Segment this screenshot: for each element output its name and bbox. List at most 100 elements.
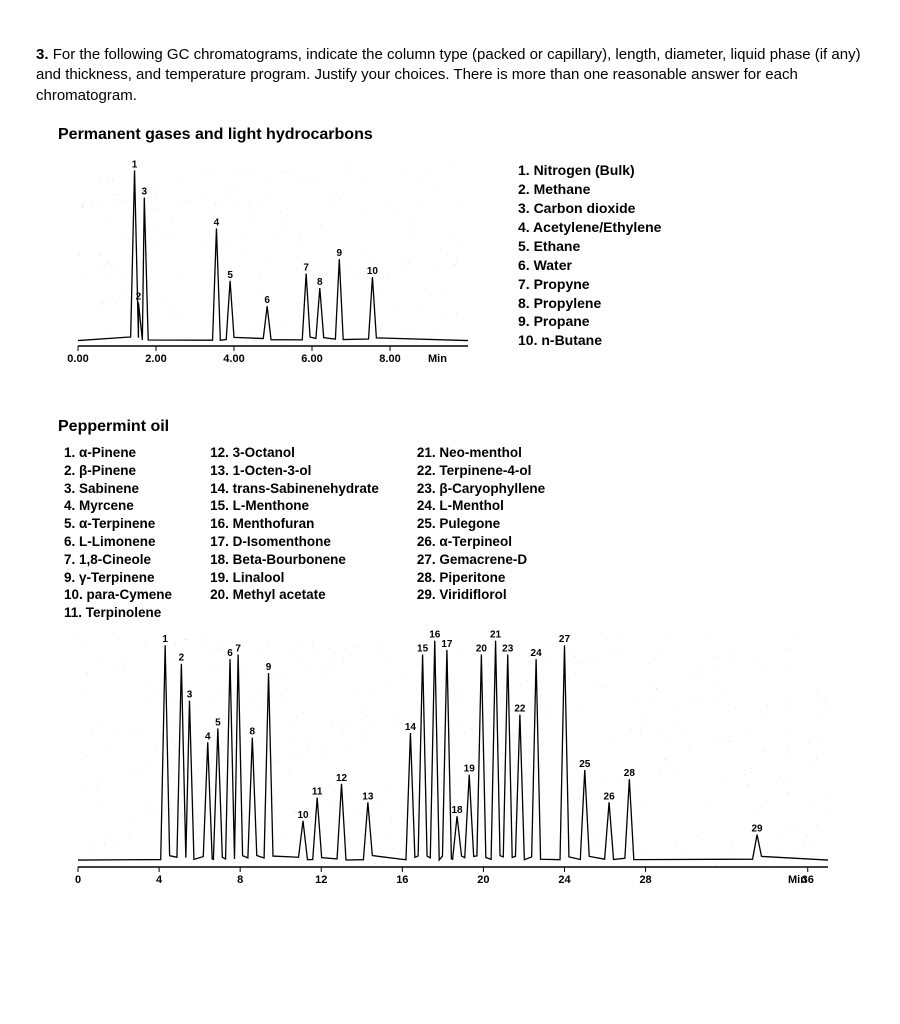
svg-text:24: 24 xyxy=(558,874,571,886)
svg-text:8: 8 xyxy=(317,277,323,288)
chrom2-block: 048121620242836Min1234567891011121314151… xyxy=(58,622,864,897)
legend-item: 5. Ethane xyxy=(518,237,661,256)
legend-item: 4. Myrcene xyxy=(64,497,172,515)
legend-item: 6. Water xyxy=(518,256,661,275)
svg-text:26: 26 xyxy=(604,791,616,802)
svg-text:3: 3 xyxy=(187,690,193,701)
legend-item: 7. Propyne xyxy=(518,275,661,294)
legend-item: 11. Terpinolene xyxy=(64,604,172,622)
legend-item: 16. Menthofuran xyxy=(210,515,379,533)
svg-text:18: 18 xyxy=(451,805,463,816)
legend-item: 22. Terpinene-4-ol xyxy=(417,462,545,480)
legend-item: 3. Carbon dioxide xyxy=(518,199,661,218)
chrom1-block: 0.002.004.006.008.00Min12345678910 1. Ni… xyxy=(58,151,864,376)
legend-item: 25. Pulegone xyxy=(417,515,545,533)
legend-item: 27. Gemacrene-D xyxy=(417,551,545,569)
svg-text:6: 6 xyxy=(264,296,270,307)
svg-text:12: 12 xyxy=(315,874,327,886)
svg-text:23: 23 xyxy=(502,644,514,655)
chrom2-title: Peppermint oil xyxy=(58,416,864,438)
legend-item: 29. Viridiflorol xyxy=(417,586,545,604)
legend-item: 28. Piperitone xyxy=(417,569,545,587)
legend-item: 21. Neo-menthol xyxy=(417,444,545,462)
legend-item: 12. 3-Octanol xyxy=(210,444,379,462)
question-text: 3. For the following GC chromatograms, i… xyxy=(36,45,864,106)
legend-item: 18. Beta-Bourbonene xyxy=(210,551,379,569)
svg-text:17: 17 xyxy=(441,639,453,650)
legend-column: 12. 3-Octanol13. 1-Octen-3-ol14. trans-S… xyxy=(210,444,379,622)
svg-text:14: 14 xyxy=(405,722,417,733)
question-number: 3. xyxy=(36,46,49,63)
svg-text:4.00: 4.00 xyxy=(223,353,244,365)
svg-text:15: 15 xyxy=(417,644,429,655)
legend-item: 13. 1-Octen-3-ol xyxy=(210,462,379,480)
legend-column: 1. α-Pinene2. β-Pinene3. Sabinene4. Myrc… xyxy=(64,444,172,622)
legend-item: 23. β-Caryophyllene xyxy=(417,480,545,498)
svg-text:6: 6 xyxy=(227,648,233,659)
legend-item: 19. Linalool xyxy=(210,569,379,587)
legend-item: 10. para-Cymene xyxy=(64,586,172,604)
svg-text:22: 22 xyxy=(514,704,526,715)
svg-text:2: 2 xyxy=(179,653,185,664)
svg-text:8.00: 8.00 xyxy=(379,353,400,365)
svg-text:28: 28 xyxy=(624,768,636,779)
legend-item: 24. L-Menthol xyxy=(417,497,545,515)
svg-text:5: 5 xyxy=(215,717,221,728)
legend-item: 9. Propane xyxy=(518,312,661,331)
svg-text:2: 2 xyxy=(136,292,142,303)
svg-text:27: 27 xyxy=(559,634,571,645)
chrom2-legend: 1. α-Pinene2. β-Pinene3. Sabinene4. Myrc… xyxy=(64,444,864,622)
svg-text:8: 8 xyxy=(250,727,256,738)
legend-item: 3. Sabinene xyxy=(64,480,172,498)
svg-text:1: 1 xyxy=(162,634,168,645)
svg-text:24: 24 xyxy=(531,648,543,659)
legend-item: 7. 1,8-Cineole xyxy=(64,551,172,569)
svg-text:28: 28 xyxy=(639,874,651,886)
svg-text:25: 25 xyxy=(579,759,591,770)
legend-item: 1. Nitrogen (Bulk) xyxy=(518,161,661,180)
svg-text:5: 5 xyxy=(227,270,233,281)
svg-text:9: 9 xyxy=(266,662,272,673)
svg-text:20: 20 xyxy=(477,874,489,886)
legend-item: 6. L-Limonene xyxy=(64,533,172,551)
svg-text:8: 8 xyxy=(237,874,243,886)
svg-text:20: 20 xyxy=(476,644,488,655)
svg-text:29: 29 xyxy=(751,824,763,835)
svg-text:7: 7 xyxy=(235,644,241,655)
svg-text:4: 4 xyxy=(214,218,220,229)
legend-item: 14. trans-Sabinenehydrate xyxy=(210,480,379,498)
svg-text:0.00: 0.00 xyxy=(67,353,88,365)
legend-item: 8. Propylene xyxy=(518,294,661,313)
question-body: For the following GC chromatograms, indi… xyxy=(36,46,861,104)
svg-text:0: 0 xyxy=(75,874,81,886)
chrom2-chart: 048121620242836Min1234567891011121314151… xyxy=(58,622,864,897)
svg-text:10: 10 xyxy=(297,810,309,821)
svg-text:6.00: 6.00 xyxy=(301,353,322,365)
chrom1-title: Permanent gases and light hydrocarbons xyxy=(58,124,864,146)
svg-text:1: 1 xyxy=(132,160,138,171)
svg-text:Min: Min xyxy=(788,874,807,886)
svg-text:21: 21 xyxy=(490,630,502,641)
svg-text:7: 7 xyxy=(303,263,309,274)
legend-item: 10. n-Butane xyxy=(518,331,661,350)
legend-column: 21. Neo-menthol22. Terpinene-4-ol23. β-C… xyxy=(417,444,545,622)
legend-item: 5. α-Terpinene xyxy=(64,515,172,533)
legend-item: 20. Methyl acetate xyxy=(210,586,379,604)
svg-text:2.00: 2.00 xyxy=(145,353,166,365)
svg-text:16: 16 xyxy=(396,874,408,886)
legend-item: 15. L-Menthone xyxy=(210,497,379,515)
legend-item: 2. Methane xyxy=(518,180,661,199)
svg-text:10: 10 xyxy=(367,267,379,278)
legend-item: 17. D-Isomenthone xyxy=(210,533,379,551)
svg-text:16: 16 xyxy=(429,630,441,641)
svg-text:19: 19 xyxy=(464,764,476,775)
legend-item: 26. α-Terpineol xyxy=(417,533,545,551)
svg-text:12: 12 xyxy=(336,773,348,784)
svg-text:Min: Min xyxy=(428,353,447,365)
svg-text:4: 4 xyxy=(156,874,163,886)
svg-text:3: 3 xyxy=(142,187,148,198)
legend-item: 9. γ-Terpinene xyxy=(64,569,172,587)
svg-text:11: 11 xyxy=(312,787,323,798)
chrom1-chart: 0.002.004.006.008.00Min12345678910 xyxy=(58,151,864,376)
legend-item: 1. α-Pinene xyxy=(64,444,172,462)
